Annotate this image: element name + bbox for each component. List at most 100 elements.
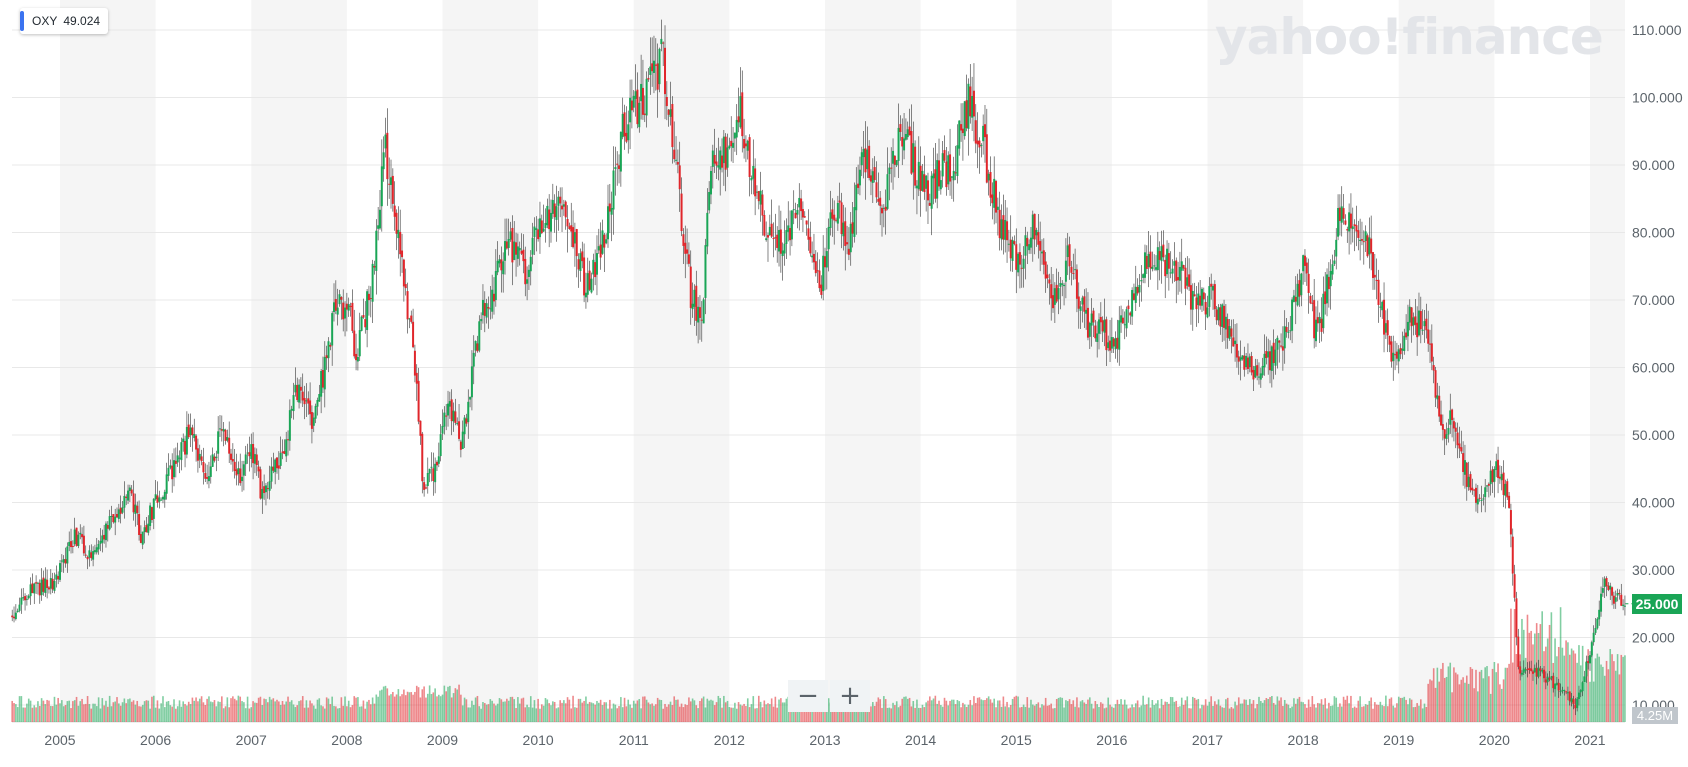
volume-bar (489, 699, 492, 722)
candle-body (735, 119, 738, 138)
volume-bar (1070, 704, 1073, 722)
volume-bar (1239, 703, 1242, 722)
volume-bar (79, 701, 82, 722)
candle-body (776, 234, 779, 248)
candle-body (1072, 272, 1075, 274)
candle-body (717, 165, 720, 168)
volume-bar (1004, 706, 1007, 722)
candle-body (1515, 598, 1518, 638)
candle-body (1609, 585, 1612, 590)
candle-body (257, 466, 260, 472)
volume-bar (1532, 644, 1534, 722)
year-band (1398, 0, 1495, 722)
volume-bar (31, 707, 34, 722)
volume-bar (884, 699, 887, 722)
volume-bar (840, 708, 843, 722)
volume-bar (958, 701, 961, 722)
candle-body (42, 577, 45, 592)
candle-body (844, 221, 847, 246)
candle-body (746, 140, 749, 151)
volume-bar (1563, 655, 1566, 722)
volume-bar (588, 701, 591, 722)
zoom-out-button[interactable]: − (788, 680, 828, 712)
volume-bar (1353, 706, 1356, 722)
volume-bar (1541, 611, 1543, 722)
candle-body (553, 203, 556, 218)
volume-bar (544, 698, 547, 722)
candle-body (307, 398, 310, 404)
candle-body (1313, 300, 1316, 339)
volume-bar (303, 707, 306, 722)
candle-body (601, 230, 604, 254)
volume-bar (235, 700, 238, 722)
volume-bar (26, 703, 28, 722)
candle-body (55, 574, 58, 580)
volume-bar (1212, 705, 1214, 722)
candle-body (1480, 499, 1483, 501)
volume-bar (1350, 695, 1352, 722)
candle-body (1083, 296, 1086, 312)
volume-bar (1089, 697, 1091, 722)
volume-bar (1344, 699, 1347, 722)
candle-body (1055, 284, 1058, 302)
candle-body (435, 461, 438, 466)
candle-body (1189, 285, 1192, 310)
zoom-in-button[interactable]: + (830, 680, 870, 712)
volume-bar (1374, 702, 1376, 722)
volume-bar (621, 707, 624, 722)
candle-body (310, 412, 313, 429)
candle-body (827, 226, 830, 250)
volume-bar (669, 701, 672, 722)
candle-body (669, 109, 672, 117)
candle-body (1178, 266, 1181, 281)
candle-body (1000, 219, 1003, 240)
candle-body (592, 259, 595, 275)
volume-bar (145, 700, 148, 722)
volume-bar (1083, 702, 1086, 722)
candle-body (1169, 272, 1172, 274)
candle-body (1223, 305, 1226, 328)
candle-body (835, 219, 838, 221)
volume-bar (728, 707, 731, 722)
volume-bar (689, 701, 692, 722)
volume-bar (1105, 707, 1108, 722)
volume-bar (342, 705, 344, 722)
candle-body (1520, 672, 1523, 675)
candle-body (59, 563, 61, 580)
volume-bar (1206, 705, 1209, 722)
candle-body (972, 90, 975, 117)
candle-body (252, 443, 255, 464)
candle-body (463, 417, 466, 435)
candle-body (206, 477, 209, 479)
volume-bar (853, 704, 856, 722)
candle-body (1530, 668, 1533, 672)
candle-body (382, 152, 385, 170)
candle-body (1077, 296, 1080, 309)
volume-bar (184, 704, 186, 722)
candle-body (807, 228, 810, 240)
candle-body (1416, 322, 1419, 338)
volume-bar (585, 696, 587, 722)
volume-bar (1357, 700, 1360, 722)
volume-bar (1486, 666, 1488, 722)
candle-body (645, 78, 648, 116)
volume-bar (187, 701, 190, 722)
year-band (442, 0, 539, 722)
symbol-legend[interactable]: OXY 49.024 (20, 8, 109, 34)
candle-body (540, 220, 543, 234)
volume-bar (476, 695, 479, 722)
volume-bar (1164, 701, 1167, 722)
x-tick-label: 2018 (1288, 732, 1319, 748)
candle-body (246, 452, 249, 454)
volume-bar (1022, 704, 1025, 722)
volume-bar (954, 704, 957, 722)
candle-body (250, 444, 253, 459)
candle-body (1623, 605, 1626, 607)
volume-bar (769, 704, 771, 722)
candle-body (551, 199, 554, 214)
volume-bar (377, 696, 379, 722)
volume-bar (995, 707, 997, 722)
candle-body (833, 214, 836, 221)
candle-body (509, 231, 512, 240)
